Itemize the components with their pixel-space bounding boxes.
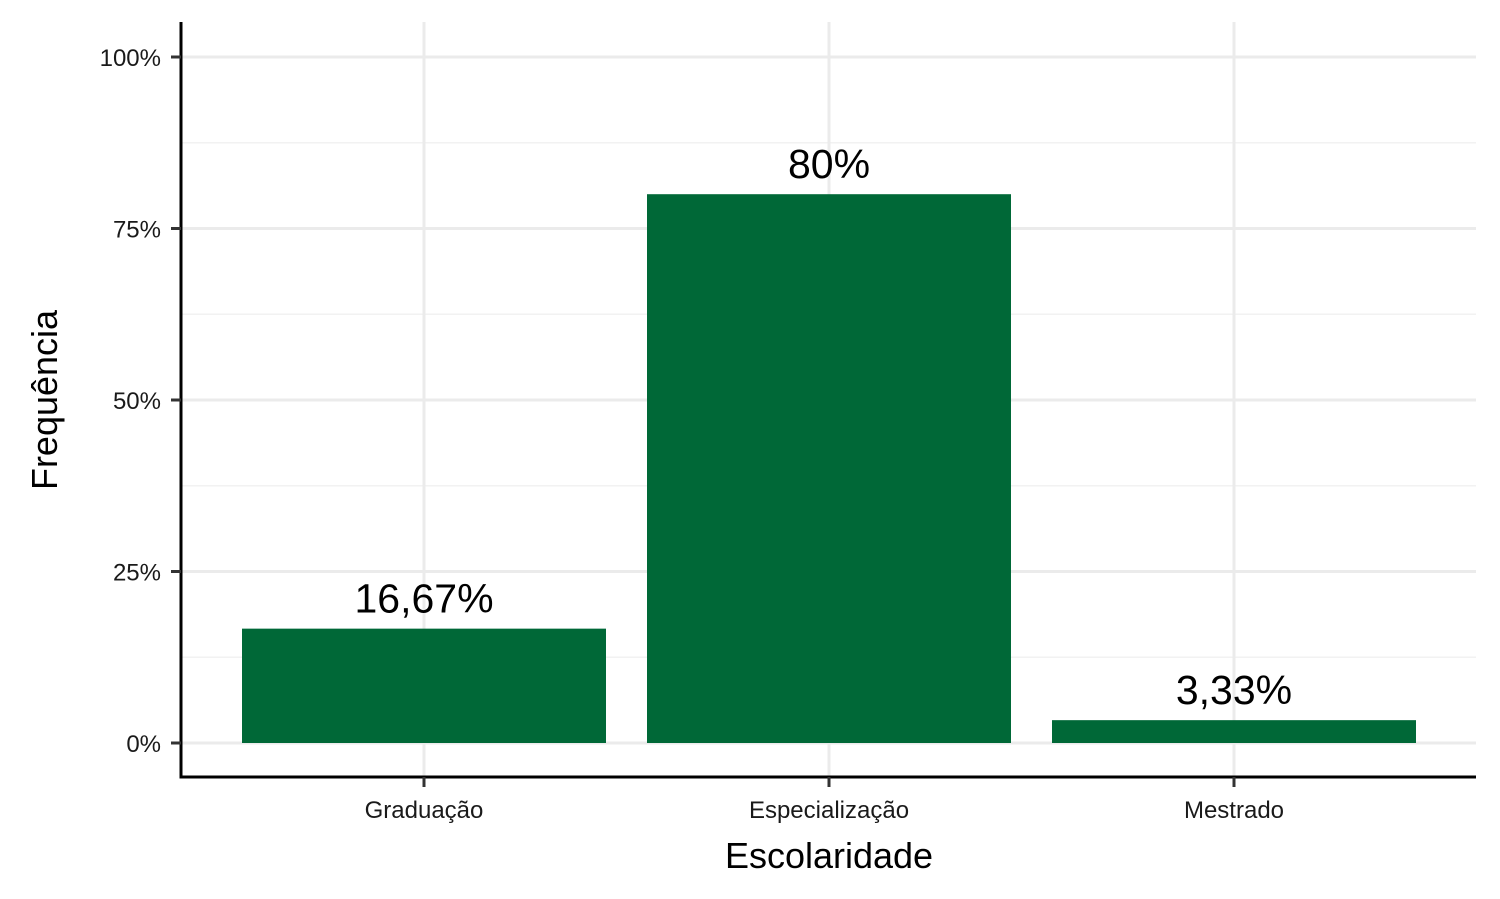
- data-labels: 16,67% 80% 3,33%: [354, 141, 1292, 713]
- bar: [1052, 720, 1416, 743]
- bar-data-label: 3,33%: [1176, 667, 1292, 713]
- y-tick-label: 75%: [113, 217, 161, 244]
- x-tick-label: Mestrado: [1184, 797, 1284, 824]
- axes: 0% 25% 50% 75% 100% Graduação Especialização Me…: [100, 22, 1476, 824]
- x-tick-label: Especialização: [749, 797, 909, 824]
- y-tick-label: 25%: [113, 560, 161, 587]
- x-axis-title: Escolaridade: [725, 835, 933, 876]
- bars: [242, 194, 1416, 743]
- bar: [242, 628, 606, 743]
- y-axis-title: Frequência: [24, 309, 65, 490]
- bar: [647, 194, 1011, 743]
- y-tick-label: 100%: [100, 45, 161, 72]
- bar-data-label: 16,67%: [354, 576, 493, 622]
- bar-data-label: 80%: [788, 141, 870, 187]
- x-tick-label: Graduação: [365, 797, 484, 824]
- y-tick-label: 0%: [126, 731, 161, 758]
- y-tick-label: 50%: [113, 388, 161, 415]
